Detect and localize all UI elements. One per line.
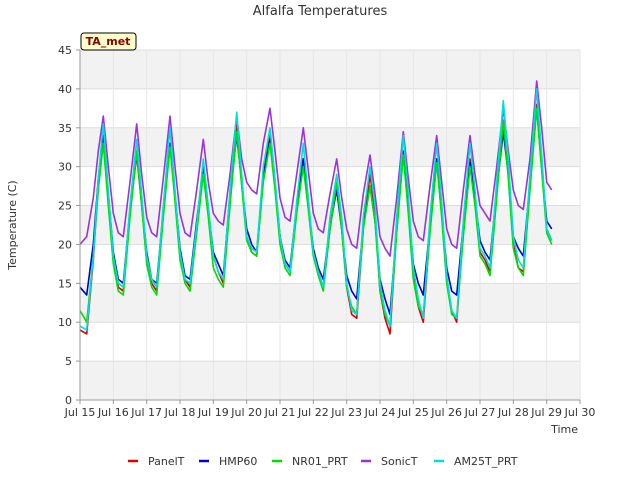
x-tick-label: Jul 20 (230, 406, 262, 419)
x-tick-label: Jul 28 (497, 406, 529, 419)
x-tick-label: Jul 21 (264, 406, 296, 419)
plot-area (80, 50, 580, 400)
x-tick-label: Jul 29 (530, 406, 562, 419)
x-tick-label: Jul 19 (197, 406, 229, 419)
x-tick-label: Jul 30 (564, 406, 596, 419)
y-axis-ticks: 0 5 10 15 20 25 30 35 40 45 (58, 44, 80, 407)
legend-label: HMP60 (219, 455, 257, 468)
legend-label: SonicT (381, 455, 418, 468)
site-badge-label: TA_met (86, 35, 131, 48)
x-tick-label: Jul 22 (297, 406, 329, 419)
y-tick-label: 25 (58, 200, 72, 213)
legend-label: NR01_PRT (292, 455, 348, 468)
x-axis-ticks: Jul 15 Jul 16 Jul 17 Jul 18 Jul 19 Jul 20 Jul … (64, 400, 596, 419)
x-tick-label: Jul 24 (364, 406, 396, 419)
plot-band (80, 361, 580, 400)
y-tick-label: 40 (58, 83, 72, 96)
series-line-am25t-prt (79, 88, 553, 331)
x-axis-label: Time (550, 423, 578, 436)
x-tick-label: Jul 25 (397, 406, 429, 419)
x-tick-label: Jul 18 (164, 406, 196, 419)
x-tick-label: Jul 15 (64, 406, 96, 419)
y-axis-label: Temperature (C) (6, 180, 19, 270)
y-tick-label: 35 (58, 122, 72, 135)
site-badge-box (80, 32, 137, 51)
plot-band (80, 283, 580, 323)
legend-item-hmp60: HMP60 (199, 455, 257, 468)
chart-title: Alfalfa Temperatures (253, 4, 388, 19)
legend-label: AM25T_PRT (454, 455, 518, 468)
y-tick-label: 20 (58, 238, 72, 251)
axes (79, 50, 580, 401)
y-tick-label: 45 (58, 44, 72, 57)
x-tick-label: Jul 16 (97, 406, 129, 419)
legend-item-sonict: SonicT (361, 455, 418, 468)
y-tick-label: 5 (65, 355, 72, 368)
series-lines (79, 80, 553, 335)
legend-item-panelt: PanelT (128, 455, 185, 468)
x-tick-label: Jul 23 (330, 406, 362, 419)
site-badge: TA_met (80, 32, 137, 51)
legend: PanelT HMP60 NR01_PRT SonicT AM25T_PRT (128, 455, 518, 468)
plot-band (80, 50, 580, 89)
legend-label: PanelT (148, 455, 185, 468)
y-tick-label: 10 (58, 316, 72, 329)
x-tick-label: Jul 17 (130, 406, 162, 419)
y-tick-label: 30 (58, 161, 72, 174)
series-line-sonict (79, 80, 553, 257)
legend-item-am25t-prt: AM25T_PRT (434, 455, 518, 468)
x-tick-label: Jul 26 (430, 406, 462, 419)
y-tick-label: 0 (65, 394, 72, 407)
legend-item-nr01-prt: NR01_PRT (272, 455, 348, 468)
x-tick-label: Jul 27 (464, 406, 496, 419)
y-tick-label: 15 (58, 277, 72, 290)
